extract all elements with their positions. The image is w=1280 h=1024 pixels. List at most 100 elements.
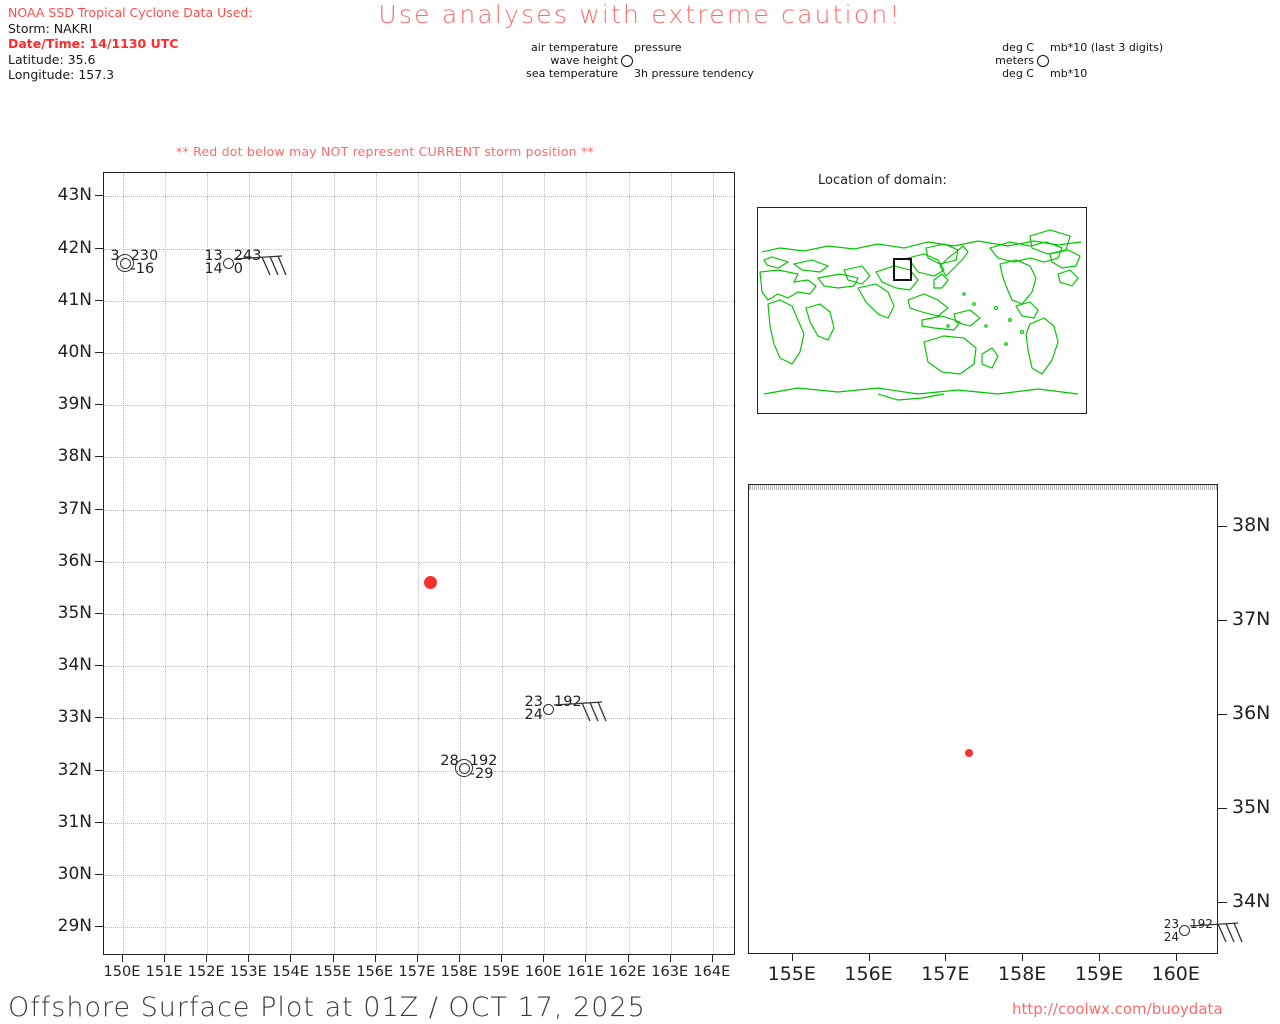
pressure-tendency-value: 0 (233, 261, 244, 278)
longitude-tick (711, 955, 713, 962)
longitude-label: 150E (103, 964, 141, 980)
longitude-label: 158E (998, 963, 1047, 985)
longitude-gridline (375, 173, 377, 954)
longitude-gridline (249, 173, 251, 954)
legend-sea-temperature: sea temperature (526, 67, 618, 80)
longitude-tick (868, 954, 870, 961)
latitude-tick (95, 926, 103, 928)
storm-position-dot-zoom (965, 748, 974, 757)
storm-name: Storm: NAKRI (8, 20, 93, 36)
symbol-legend-left: air temperature pressure wave height sea… (522, 41, 754, 80)
latitude-gridline (104, 248, 734, 250)
longitude-label: 163E (651, 964, 689, 980)
main-surface-map[interactable]: 3 230 -16 13 14 243 0 23 24 192 28 192 -29 (103, 172, 735, 955)
latitude-tick (1218, 526, 1227, 528)
latitude-tick (95, 352, 103, 354)
longitude-gridline (207, 173, 209, 954)
longitude-label: 164E (693, 964, 731, 980)
latitude-tick (95, 874, 103, 876)
sea-temperature-value: 14 (204, 261, 223, 278)
air-temperature-value: 28 (440, 753, 459, 770)
legend-pressure: pressure (634, 41, 682, 54)
longitude-label: 157E (921, 963, 970, 985)
longitude-label: 155E (314, 964, 352, 980)
pressure-value: 230 (130, 248, 159, 265)
longitude-label: 159E (482, 964, 520, 980)
latitude-gridline (749, 489, 1217, 490)
longitude-gridline (712, 173, 714, 954)
source-url[interactable]: http://coolwx.com/buoydata (1012, 1000, 1223, 1018)
longitude-label: 158E (440, 964, 478, 980)
red-dot-warning: ** Red dot below may NOT represent CURRE… (176, 144, 594, 159)
caution-banner: Use analyses with extreme caution! (378, 0, 902, 29)
storm-longitude: Longitude: 157.3 (8, 67, 115, 82)
latitude-tick (1218, 808, 1227, 810)
air-temperature-value: 23 (524, 694, 543, 711)
latitude-label: 37N (1232, 608, 1271, 631)
latitude-tick (1218, 620, 1227, 622)
longitude-tick (791, 954, 793, 961)
longitude-label: 156E (356, 964, 394, 980)
storm-info-block: NOAA SSD Tropical Cyclone Data Used: Sto… (8, 5, 253, 83)
latitude-label: 36N (57, 550, 92, 571)
longitude-tick (585, 955, 587, 962)
sea-temperature-value: 24 (1163, 929, 1179, 944)
sky-cover-circle-icon: 28 192 -29 (440, 754, 497, 782)
page-title: Offshore Surface Plot at 01Z / OCT 17, 2… (8, 992, 646, 1023)
latitude-label: 42N (57, 237, 92, 258)
sky-cover-circle-icon: 13 14 243 0 (204, 249, 287, 277)
air-temperature-value: 3 (110, 248, 120, 265)
longitude-label: 154E (272, 964, 309, 980)
longitude-tick (248, 955, 250, 962)
zoom-surface-map[interactable]: 23 24 192 (748, 484, 1243, 954)
latitude-label: 34N (1232, 890, 1271, 913)
latitude-gridline (104, 561, 734, 563)
station-plot-3: 23 24 192 (525, 695, 607, 722)
latitude-gridline (104, 822, 734, 824)
latitude-gridline (749, 488, 1217, 489)
legend-air-temperature: air temperature (531, 41, 618, 54)
latitude-gridline (104, 457, 734, 459)
longitude-gridline (417, 173, 419, 954)
latitude-label: 32N (57, 759, 92, 780)
air-temperature-value: 23 (1163, 916, 1179, 931)
latitude-tick (95, 299, 103, 301)
station-circle-icon (621, 54, 633, 67)
longitude-label: 151E (145, 964, 183, 980)
latitude-gridline (104, 718, 734, 720)
storm-position-dot (424, 576, 438, 590)
legend-units-degc-1: deg C (1002, 41, 1034, 54)
longitude-gridline (628, 173, 630, 954)
latitude-tick (95, 195, 103, 197)
latitude-label: 35N (1232, 796, 1271, 819)
legend-units-meters: meters (995, 54, 1034, 67)
symbol-legend-right: deg C mb*10 (last 3 digits) meters deg C… (990, 41, 1163, 80)
station-circle-icon (1037, 54, 1049, 67)
latitude-gridline (104, 196, 734, 198)
longitude-label: 160E (524, 964, 562, 980)
legend-units-mb-last3: mb*10 (last 3 digits) (1050, 41, 1164, 54)
longitude-tick (121, 955, 123, 962)
latitude-gridline (749, 487, 1217, 488)
station-plot-1: 3 230 -16 (110, 249, 158, 277)
longitude-gridline (460, 173, 462, 954)
latitude-gridline (104, 666, 734, 668)
latitude-tick (95, 717, 103, 719)
latitude-label: 38N (57, 446, 92, 467)
latitude-label: 39N (57, 394, 92, 415)
longitude-tick (374, 955, 376, 962)
longitude-gridline (122, 173, 124, 954)
longitude-tick (1022, 954, 1024, 961)
latitude-label: 31N (57, 811, 92, 832)
sky-cover-circle-icon: 3 230 -16 (110, 249, 158, 277)
longitude-tick (1175, 954, 1177, 961)
longitude-tick (627, 955, 629, 962)
latitude-gridline (104, 405, 734, 407)
longitude-tick (416, 955, 418, 962)
domain-inset-title: Location of domain: (818, 173, 947, 188)
longitude-tick (459, 955, 461, 962)
world-coastlines-icon (759, 229, 1082, 401)
latitude-gridline (749, 486, 1217, 487)
latitude-gridline (104, 353, 734, 355)
legend-wave-height: wave height (550, 54, 618, 67)
